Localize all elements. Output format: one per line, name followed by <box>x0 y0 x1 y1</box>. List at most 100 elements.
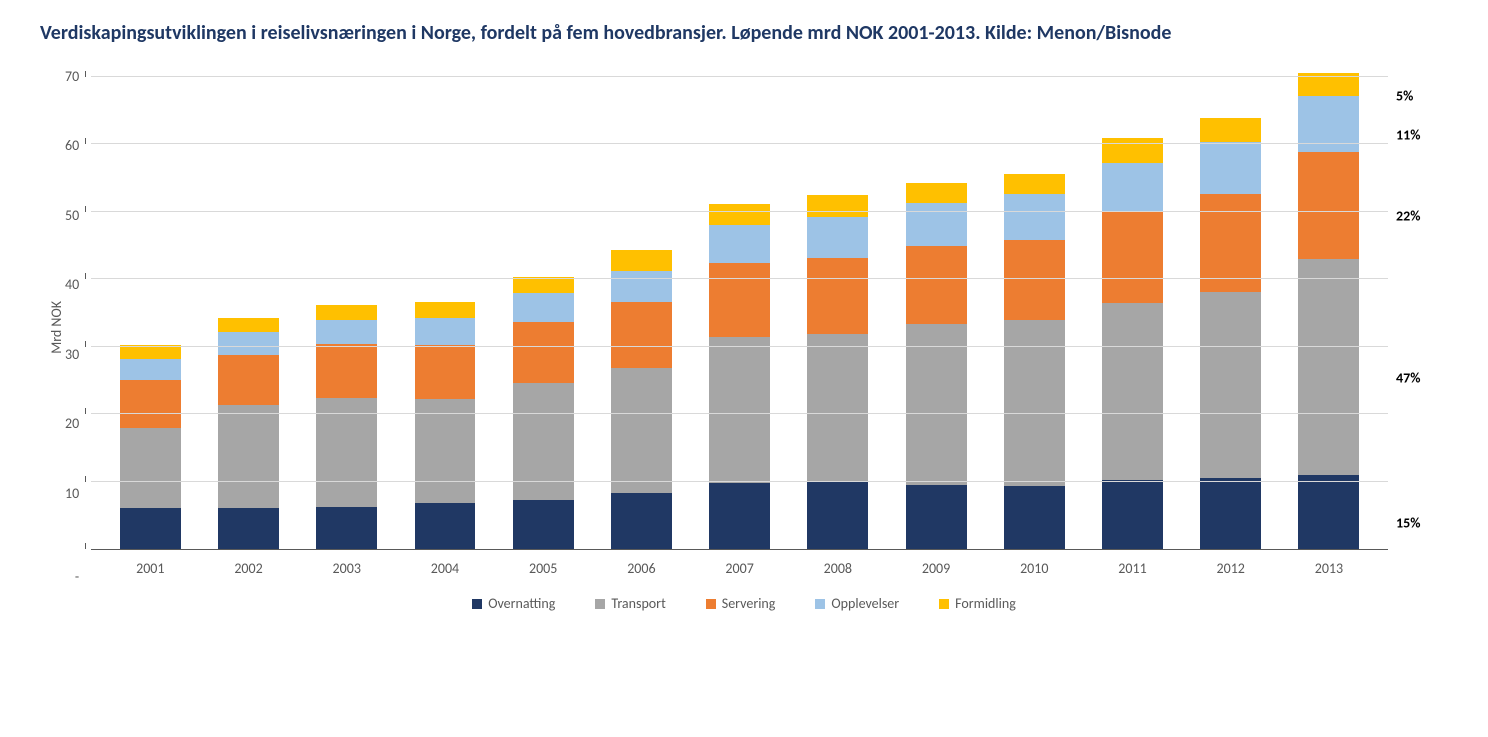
bar-segment-opplevelser <box>1004 194 1065 240</box>
y-tick: 60 <box>65 139 79 153</box>
bar-slot <box>298 77 396 549</box>
bar-segment-overnatting <box>415 503 476 549</box>
bar-segment-overnatting <box>611 493 672 549</box>
bar-slot <box>199 77 297 549</box>
y-tick: 10 <box>65 487 79 501</box>
bar-slot <box>1182 77 1280 549</box>
y-tick-mark <box>85 71 86 77</box>
bar-segment-overnatting <box>1102 480 1163 549</box>
bar-segment-formidling <box>906 183 967 203</box>
bar-segment-overnatting <box>709 483 770 549</box>
legend-item-servering: Servering <box>706 595 776 612</box>
bar-segment-formidling <box>611 250 672 271</box>
bar-slot <box>101 77 199 549</box>
y-tick-mark <box>85 408 86 414</box>
legend-swatch <box>939 599 949 609</box>
bar-slot <box>691 77 789 549</box>
bar-segment-servering <box>1102 212 1163 303</box>
x-axis: 2001200220032004200520062007200820092010… <box>91 550 1388 577</box>
percent-label: 15% <box>1396 514 1420 531</box>
chart-container: Mrd NOK 70605040302010- 2001200220032004… <box>40 77 1448 577</box>
bar-segment-servering <box>807 258 868 334</box>
x-tick: 2009 <box>887 560 985 577</box>
legend-item-transport: Transport <box>595 595 665 612</box>
bar-segment-formidling <box>513 277 574 293</box>
bar-segment-overnatting <box>1200 478 1261 549</box>
x-tick: 2010 <box>985 560 1083 577</box>
bar-segment-servering <box>120 380 181 428</box>
chart-title: Verdiskapingsutviklingen i reiselivsnæri… <box>40 20 1448 47</box>
bar <box>316 305 377 549</box>
bar-segment-servering <box>1200 194 1261 292</box>
bar-segment-opplevelser <box>807 217 868 258</box>
percent-label: 11% <box>1396 127 1420 144</box>
bar-segment-formidling <box>709 204 770 225</box>
bar <box>709 204 770 549</box>
bar-segment-overnatting <box>807 482 868 549</box>
legend-item-formidling: Formidling <box>939 595 1016 612</box>
percent-label: 22% <box>1396 208 1420 225</box>
plot-area <box>91 77 1388 550</box>
bar-slot <box>396 77 494 549</box>
x-tick: 2001 <box>101 560 199 577</box>
x-tick: 2002 <box>199 560 297 577</box>
bar <box>1102 138 1163 549</box>
y-tick-mark <box>85 341 86 347</box>
bar <box>1200 118 1261 549</box>
bar-segment-overnatting <box>1004 486 1065 549</box>
percent-labels: 5%11%22%47%15% <box>1388 77 1448 577</box>
legend-swatch <box>815 599 825 609</box>
bar-slot <box>592 77 690 549</box>
bar <box>218 318 279 549</box>
grid-line <box>91 76 1388 77</box>
bar-slot <box>887 77 985 549</box>
y-tick-mark <box>85 476 86 482</box>
bar-segment-opplevelser <box>415 318 476 344</box>
bar <box>120 345 181 549</box>
y-axis: 70605040302010- <box>65 77 91 577</box>
bar-segment-transport <box>1200 292 1261 478</box>
bar-segment-servering <box>316 344 377 398</box>
bar-segment-overnatting <box>120 508 181 549</box>
bar <box>611 250 672 549</box>
y-tick-mark <box>85 138 86 144</box>
legend-label: Formidling <box>955 595 1016 612</box>
x-tick: 2007 <box>691 560 789 577</box>
legend-swatch <box>595 599 605 609</box>
bar-segment-opplevelser <box>1200 142 1261 194</box>
x-tick: 2005 <box>494 560 592 577</box>
bar-segment-overnatting <box>906 485 967 549</box>
grid-line <box>91 278 1388 279</box>
grid-line <box>91 346 1388 347</box>
bar <box>415 302 476 549</box>
bar <box>807 195 868 549</box>
bar-segment-formidling <box>120 345 181 359</box>
bar-segment-servering <box>415 345 476 399</box>
bar-segment-servering <box>1004 240 1065 321</box>
bar-segment-transport <box>1102 303 1163 479</box>
legend-item-opplevelser: Opplevelser <box>815 595 899 612</box>
y-tick: - <box>75 570 79 584</box>
grid-line <box>91 413 1388 414</box>
x-tick: 2006 <box>592 560 690 577</box>
bar-segment-transport <box>906 324 967 485</box>
y-tick: 70 <box>65 70 79 84</box>
bar-segment-servering <box>513 322 574 383</box>
bar-segment-formidling <box>1004 174 1065 194</box>
legend-item-overnatting: Overnatting <box>472 595 555 612</box>
bar-segment-transport <box>611 368 672 494</box>
bar <box>1298 73 1359 549</box>
bar-slot <box>789 77 887 549</box>
bar-segment-formidling <box>807 195 868 217</box>
grid-line <box>91 481 1388 482</box>
y-tick-mark <box>85 206 86 212</box>
bar-slot <box>494 77 592 549</box>
bar-segment-opplevelser <box>906 203 967 247</box>
legend-label: Opplevelser <box>831 595 899 612</box>
bar-segment-servering <box>218 355 279 405</box>
bar-segment-servering <box>1298 152 1359 259</box>
x-tick: 2008 <box>789 560 887 577</box>
bar-segment-opplevelser <box>611 271 672 302</box>
bar-segment-opplevelser <box>1102 163 1163 212</box>
bar-segment-transport <box>807 334 868 482</box>
